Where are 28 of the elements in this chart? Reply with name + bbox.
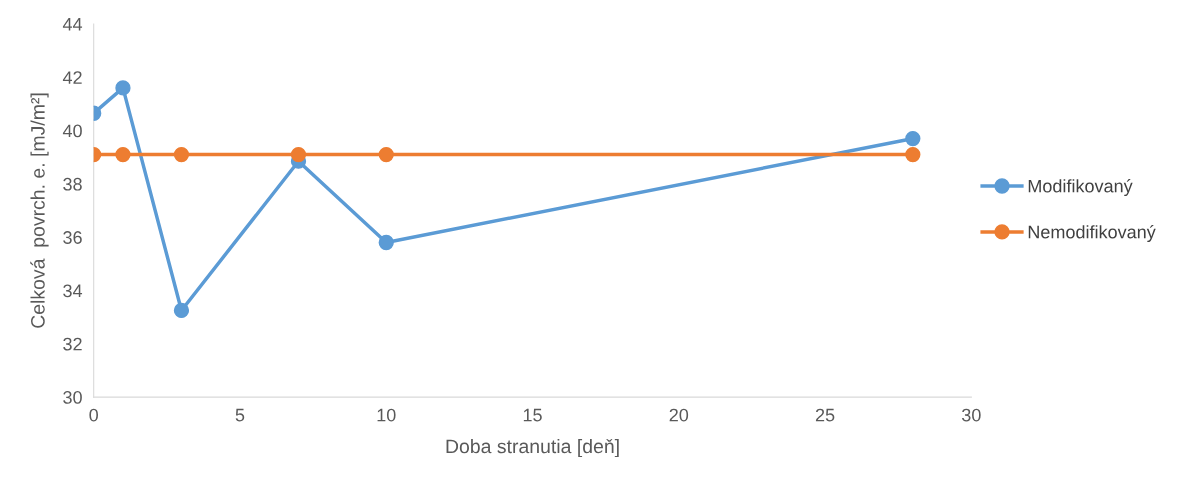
y-tick-label: 38 — [63, 177, 82, 191]
x-tick-label: 10 — [377, 408, 396, 422]
point — [905, 146, 921, 163]
point — [378, 146, 394, 163]
y-tick-label: 34 — [63, 284, 83, 298]
point — [115, 146, 131, 163]
point — [115, 80, 131, 96]
y-tick-label: 36 — [63, 231, 82, 244]
x-tick-label: 5 — [235, 408, 245, 422]
y-tick-label: 32 — [63, 337, 82, 351]
x-tick-label: 0 — [89, 408, 99, 422]
point — [173, 146, 190, 163]
x-tick-label: 20 — [669, 408, 689, 422]
x-tick-label: 15 — [523, 408, 542, 422]
y-tick-label: 40 — [62, 124, 82, 138]
x-tick-label: 25 — [815, 408, 835, 422]
point — [905, 130, 921, 147]
x-axis-title: Doba stranutia [deň] — [446, 438, 619, 458]
y-tick-label: 44 — [62, 18, 83, 31]
y-tick-label: 42 — [62, 71, 82, 84]
y-axis-title: Celková povrch. e. [mJ/m²] — [30, 93, 49, 328]
legend-label: Modifikovaný — [1028, 179, 1133, 197]
x-tick-label: 30 — [961, 408, 981, 422]
point — [173, 302, 190, 319]
legend-label: Nemodifikovaný — [1028, 224, 1156, 243]
point — [378, 234, 394, 251]
point — [290, 146, 307, 163]
y-tick-label: 30 — [63, 391, 82, 404]
